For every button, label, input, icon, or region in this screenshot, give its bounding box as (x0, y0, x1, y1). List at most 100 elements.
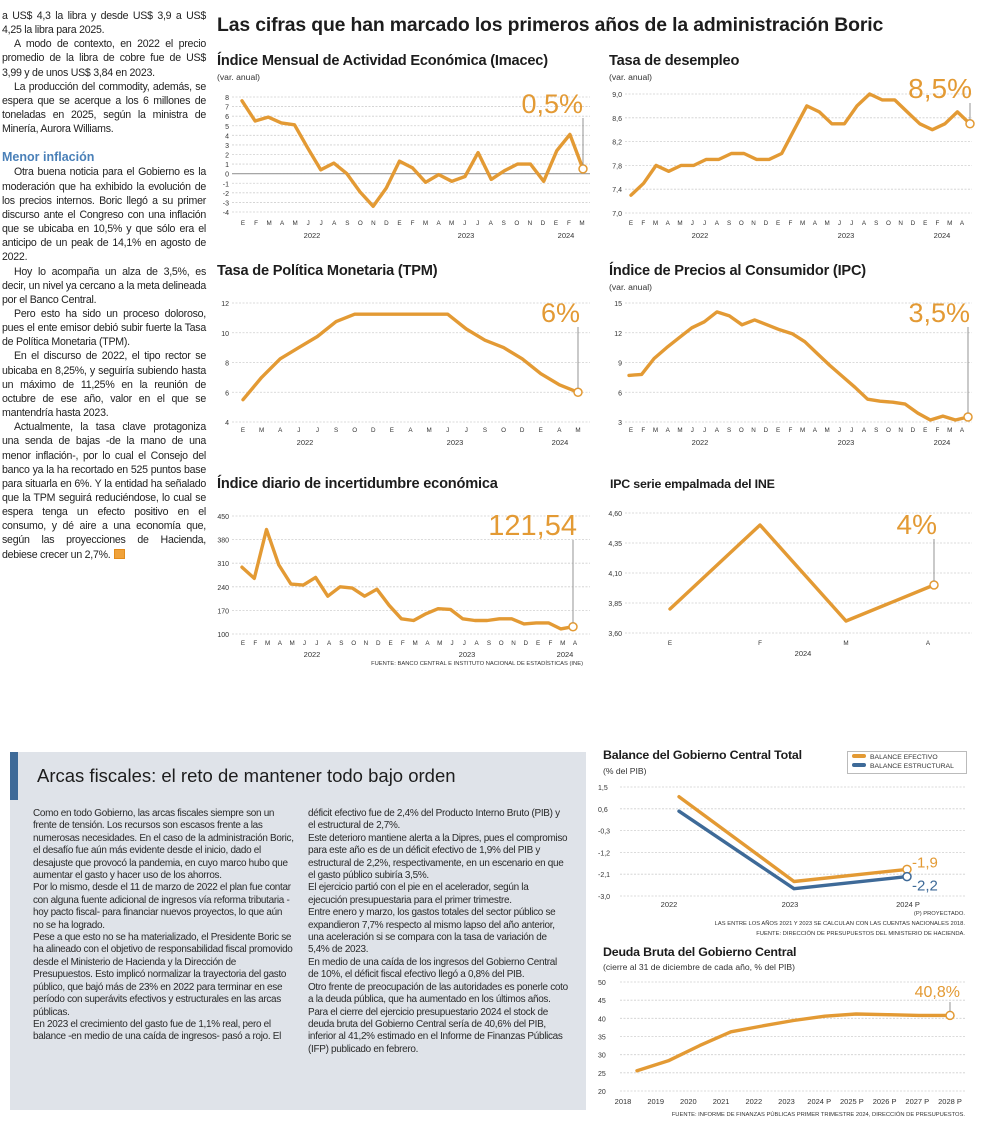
x-tick-label: F (758, 640, 762, 647)
y-tick-label: -3 (223, 200, 229, 207)
chart-source-balance: FUENTE: DIRECCIÓN DE PRESUPUESTOS DEL MI… (756, 931, 965, 937)
x-tick-label: D (764, 427, 769, 434)
article-paragraph: Actualmente, la tasa clave protagoniza u… (2, 420, 206, 562)
fiscal-paragraph: Entre enero y marzo, los gastos totales … (308, 907, 556, 956)
x-tick-label: M (266, 220, 271, 227)
x-tick-label: E (241, 220, 245, 227)
y-tick-label: 240 (217, 585, 229, 592)
x-tick-label: A (436, 220, 441, 227)
year-label: 2022 (692, 231, 709, 240)
x-tick-label: J (465, 427, 468, 434)
article-paragraph: A modo de contexto, en 2022 el precio pr… (2, 38, 206, 79)
chart-title-ipc: Índice de Precios al Consumidor (IPC) (609, 263, 866, 279)
series-line (627, 310, 970, 422)
y-tick-label: 3 (618, 420, 622, 427)
y-tick-label: 8,6 (612, 116, 622, 123)
x-tick-label: J (691, 427, 694, 434)
x-tick-label: J (307, 220, 310, 227)
x-tick-label: D (911, 220, 916, 227)
fiscal-paragraph: En medio de una caída de los ingresos de… (308, 956, 557, 981)
chart-source-incertidumbre: FUENTE: BANCO CENTRAL E INSTITUTO NACION… (371, 661, 583, 667)
y-tick-label: 40 (598, 1016, 606, 1023)
x-tick-label: M (677, 220, 682, 227)
x-tick-label: E (923, 427, 927, 434)
x-tick-label: M (449, 220, 454, 227)
y-tick-label: 15 (614, 301, 622, 308)
x-tick-label: 2026 P (873, 1097, 897, 1106)
x-tick-label: M (653, 220, 658, 227)
x-tick-label: J (463, 220, 466, 227)
fiscal-paragraph: Pese a que esto no se ha materializado, … (33, 932, 293, 1018)
callout-value: -2,2 (912, 878, 938, 895)
y-tick-label: 10 (221, 331, 229, 338)
chart-title-imacec: Índice Mensual de Actividad Económica (I… (217, 53, 548, 69)
x-tick-label: M (947, 427, 952, 434)
year-label: 2022 (304, 650, 321, 659)
x-tick-label: J (703, 427, 706, 434)
x-tick-label: A (715, 427, 720, 434)
x-tick-label: J (315, 640, 318, 647)
series-line (677, 795, 909, 884)
series-line (677, 809, 909, 891)
chart-title-ipc-empalmada: IPC serie empalmada del INE (610, 477, 775, 491)
x-tick-label: E (554, 220, 558, 227)
y-tick-label: 12 (221, 301, 229, 308)
x-tick-label: N (751, 220, 756, 227)
y-tick-label: 5 (225, 124, 229, 131)
x-tick-label: O (351, 640, 356, 647)
chart-subtitle-ipc: (var. anual) (609, 282, 652, 292)
article-left-column: a US$ 4,3 la libra y desde US$ 3,9 a US$… (2, 9, 206, 562)
y-tick-label: 380 (217, 538, 229, 545)
chart-subtitle-imacec: (var. anual) (217, 72, 260, 82)
x-tick-label: 2023 (778, 1097, 795, 1106)
x-tick-label: N (898, 220, 903, 227)
x-tick-label: M (437, 640, 442, 647)
y-tick-label: 7,0 (612, 211, 622, 218)
y-tick-label: 4,35 (608, 541, 622, 548)
chart-legend-balance: BALANCE EFECTIVO BALANCE ESTRUCTURAL (847, 751, 967, 774)
x-tick-label: O (501, 427, 506, 434)
x-tick-label: N (751, 427, 756, 434)
x-tick-label: A (926, 640, 931, 647)
x-tick-label: S (483, 427, 487, 434)
x-tick-label: A (278, 427, 283, 434)
article-paragraph: Pero esto ha sido un proceso doloroso, p… (2, 307, 206, 349)
x-tick-label: E (776, 427, 780, 434)
fiscal-paragraph: Por lo mismo, desde el 11 de marzo de 20… (33, 882, 291, 931)
y-tick-label: 6 (618, 390, 622, 397)
x-tick-label: F (253, 640, 257, 647)
x-tick-label: D (520, 427, 525, 434)
chart-subtitle-deuda: (cierre al 31 de diciembre de cada año, … (603, 962, 796, 972)
x-tick-label: D (911, 427, 916, 434)
x-tick-label: M (653, 427, 658, 434)
chart-title-balance: Balance del Gobierno Central Total (603, 748, 802, 762)
x-tick-label: O (886, 220, 891, 227)
y-tick-label: 0,6 (598, 807, 608, 814)
y-tick-label: -0,3 (598, 829, 610, 836)
x-tick-label: E (397, 220, 401, 227)
legend-swatch-orange (852, 754, 866, 758)
x-tick-label: E (539, 427, 543, 434)
y-tick-label: 12 (614, 331, 622, 338)
y-tick-label: 0 (225, 172, 229, 179)
callout-value: 3,5% (908, 298, 970, 328)
x-tick-label: E (388, 640, 392, 647)
y-tick-label: 8 (225, 95, 229, 102)
x-tick-label: A (332, 220, 337, 227)
y-tick-label: -2,1 (598, 872, 610, 879)
x-tick-label: S (727, 220, 731, 227)
x-tick-label: A (573, 640, 578, 647)
series-line (241, 312, 580, 402)
x-tick-label: M (825, 427, 830, 434)
chart-note: (P) PROYECTADO. (913, 911, 965, 917)
article-paragraph-text: Actualmente, la tasa clave protagoniza u… (2, 421, 206, 561)
end-of-article-icon (113, 548, 125, 559)
y-tick-label: 3 (225, 143, 229, 150)
y-tick-label: 1,5 (598, 785, 608, 792)
x-tick-label: E (923, 220, 927, 227)
x-tick-label: J (297, 427, 300, 434)
series-line (240, 527, 575, 631)
year-label: 2024 (552, 438, 569, 447)
x-tick-label: J (303, 640, 306, 647)
fiscal-section-accent-bar (10, 752, 18, 800)
